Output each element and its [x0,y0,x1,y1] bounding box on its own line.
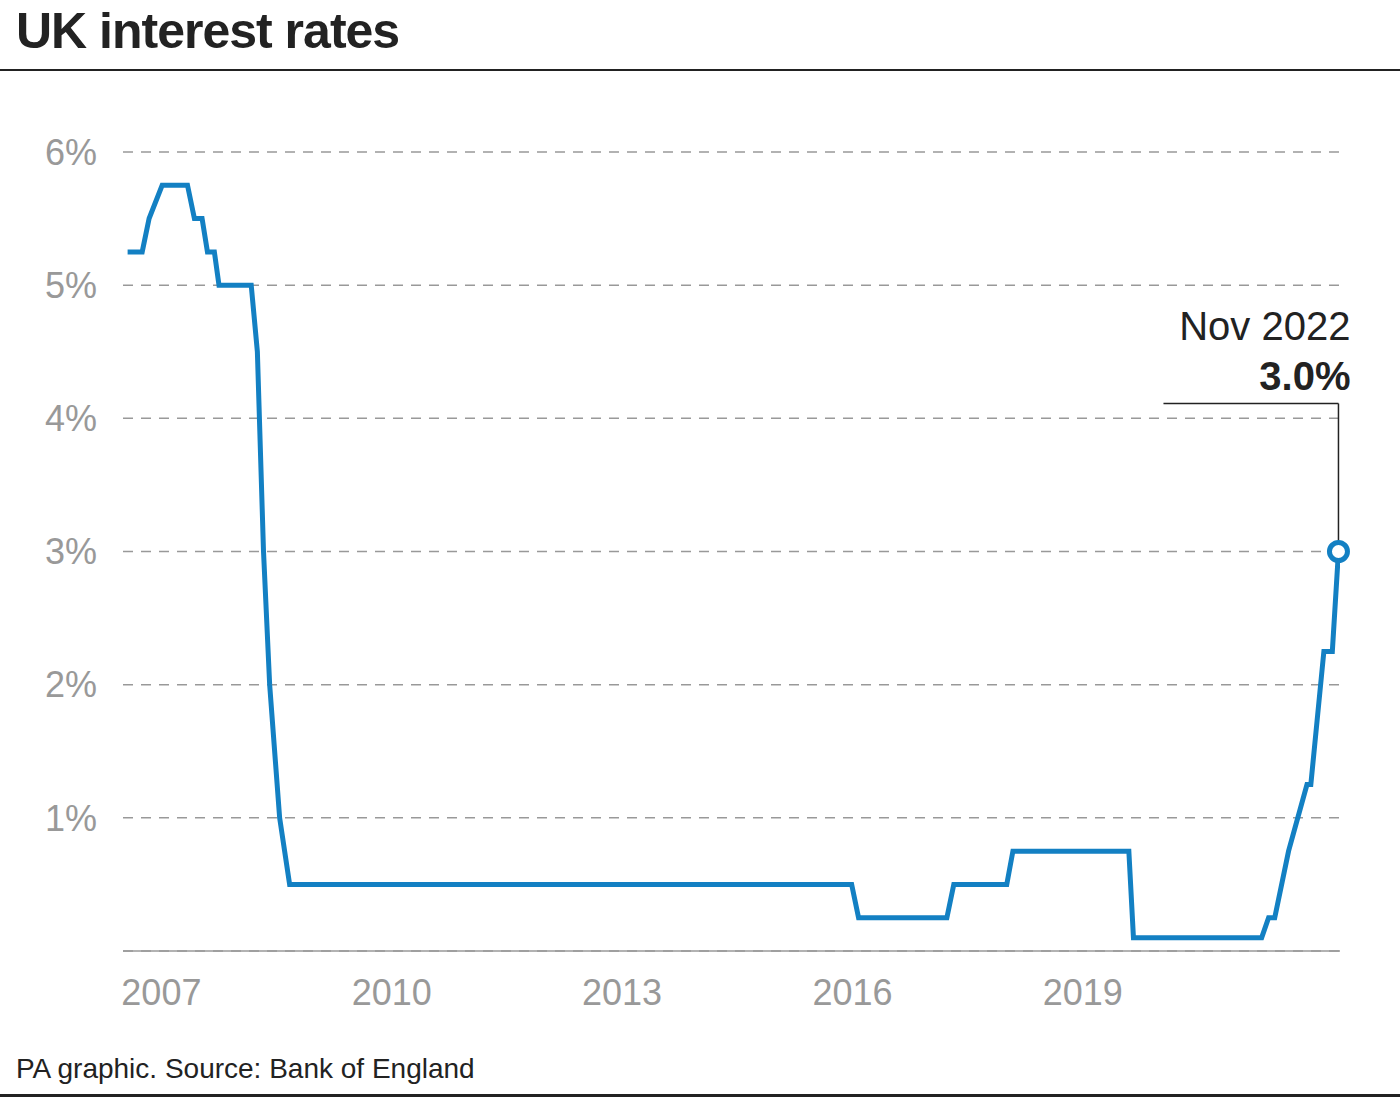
svg-text:2010: 2010 [352,972,432,1013]
svg-text:2007: 2007 [121,972,201,1013]
svg-text:2019: 2019 [1043,972,1123,1013]
svg-text:5%: 5% [45,265,97,306]
svg-text:2016: 2016 [812,972,892,1013]
svg-text:3%: 3% [45,531,97,572]
svg-text:6%: 6% [45,132,97,173]
svg-text:2013: 2013 [582,972,662,1013]
html-text:PA graphic. Source: Bank of En: PA graphic. Source: Bank of England [16,1053,475,1084]
html-text:UK interest rates: UK interest rates [16,3,400,59]
svg-text:4%: 4% [45,398,97,439]
svg-text:2%: 2% [45,664,97,705]
svg-text:Nov 2022: Nov 2022 [1179,304,1350,348]
svg-text:1%: 1% [45,798,97,839]
svg-text:3.0%: 3.0% [1259,354,1350,398]
